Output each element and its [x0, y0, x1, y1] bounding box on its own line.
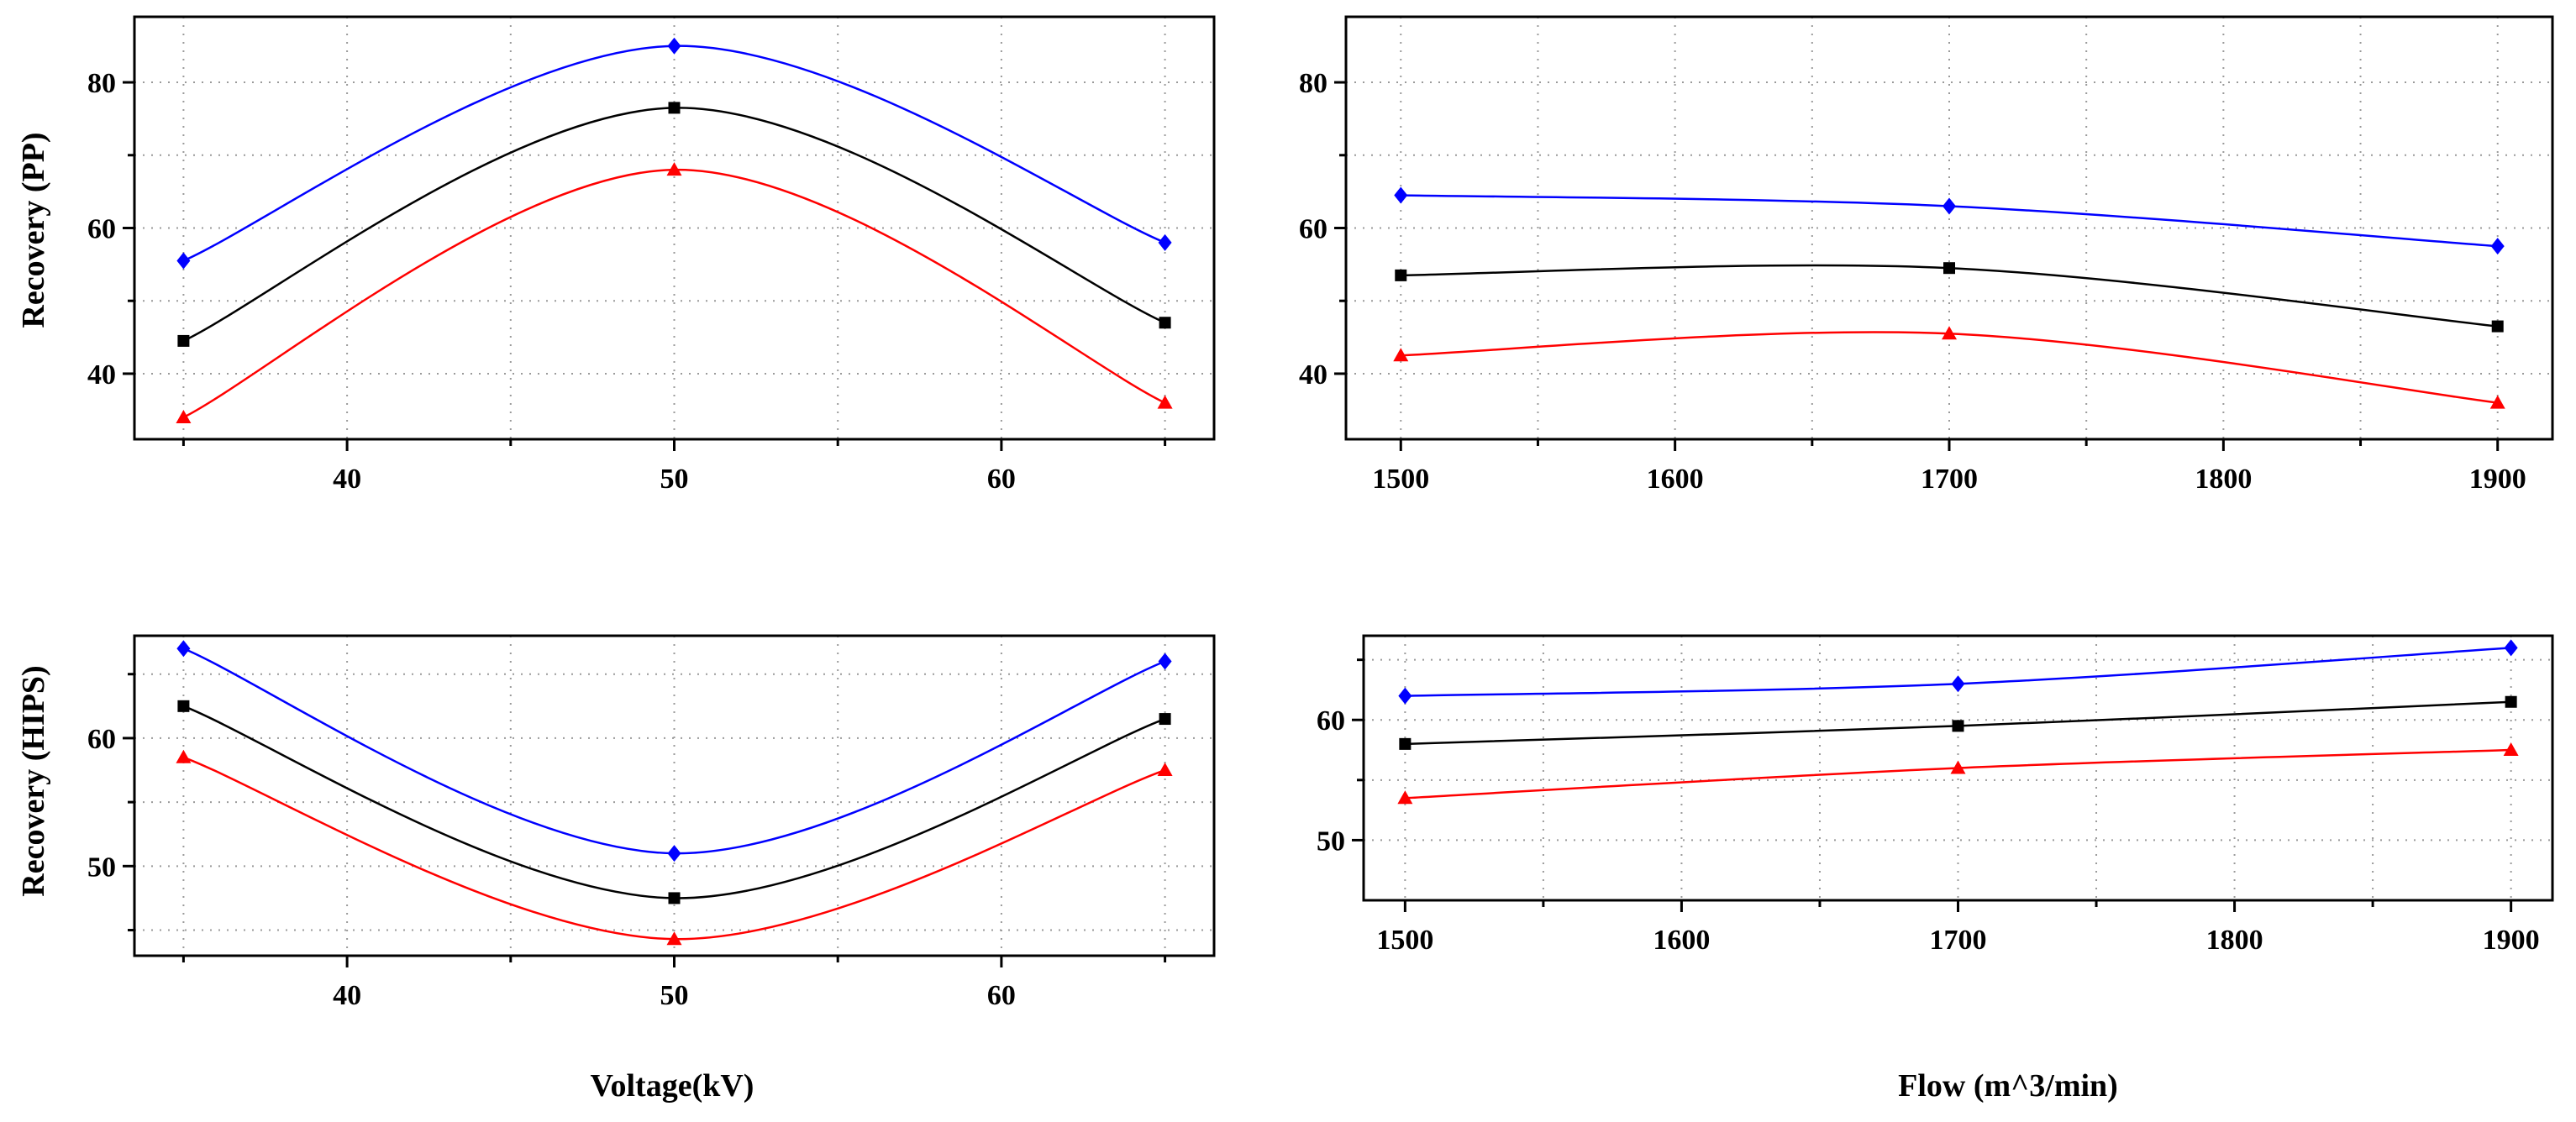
- data-point-mid: [668, 102, 681, 114]
- x-tick-label: 1800: [2206, 925, 2263, 956]
- x-tick-label: 60: [987, 980, 1016, 1011]
- data-point-lower: [1950, 760, 1966, 774]
- data-point-upper: [1158, 653, 1172, 670]
- data-point-upper: [1943, 197, 1956, 215]
- y-tick-label: 80: [87, 68, 116, 99]
- x-tick-label: 40: [333, 980, 361, 1011]
- y-tick-label: 60: [87, 724, 116, 755]
- chart-pp-voltage: 40 50 60 40 60 80: [87, 15, 1216, 495]
- x-tick-label: 1600: [1653, 925, 1710, 956]
- y-tick-label: 40: [1299, 359, 1327, 391]
- data-point-mid: [1399, 737, 1412, 750]
- x-tick-label: 1700: [1930, 925, 1987, 956]
- chart-hips-voltage: 40 50 60 50 60: [87, 634, 1216, 1011]
- data-point-lower: [2489, 395, 2505, 409]
- data-point-mid: [1952, 720, 1964, 732]
- x-tick-label: 1700: [1921, 464, 1978, 495]
- data-point-lower: [176, 749, 192, 763]
- y-tick-label: 60: [87, 214, 116, 245]
- y-tick-label: 50: [1317, 826, 1345, 857]
- data-point-upper: [2504, 639, 2518, 657]
- data-point-upper: [1951, 675, 1965, 693]
- data-point-lower: [1157, 395, 1173, 409]
- y-axis-title-hips: Recovery (HIPS): [16, 665, 51, 896]
- data-point-lower: [666, 162, 682, 176]
- x-tick-label: 1600: [1647, 464, 1704, 495]
- data-point-upper: [1394, 186, 1408, 204]
- data-point-lower: [1942, 326, 1957, 340]
- data-point-lower: [1397, 790, 1413, 805]
- y-tick-label: 40: [87, 359, 116, 391]
- data-point-lower: [666, 931, 682, 946]
- data-point-upper: [667, 845, 681, 862]
- data-point-lower: [1157, 763, 1173, 777]
- data-point-mid: [1159, 713, 1171, 726]
- x-tick-label: 1900: [2469, 464, 2526, 495]
- x-tick-label: 1500: [1372, 464, 1429, 495]
- x-tick-label: 50: [660, 464, 689, 495]
- data-point-upper: [667, 37, 681, 55]
- x-tick-label: 1900: [2483, 925, 2540, 956]
- data-point-mid: [2491, 320, 2504, 333]
- x-tick-label: 60: [987, 464, 1016, 495]
- data-point-mid: [668, 892, 681, 904]
- y-axis-title-pp: Recovery (PP): [16, 132, 51, 328]
- y-tick-label: 60: [1299, 214, 1327, 245]
- data-point-upper: [1158, 233, 1172, 251]
- data-point-mid: [177, 334, 190, 347]
- y-tick-label: 80: [1299, 68, 1327, 99]
- y-tick-label: 50: [87, 852, 116, 883]
- x-axis-title-voltage: Voltage(kV): [591, 1068, 754, 1104]
- x-axis-title-flow: Flow (m^3/min): [1898, 1068, 2118, 1104]
- x-tick-label: 1500: [1376, 925, 1433, 956]
- data-point-mid: [1943, 262, 1955, 275]
- x-tick-label: 50: [660, 980, 689, 1011]
- chart-hips-flow: 1500 1600 1700 1800 1900 50 60: [1317, 634, 2554, 956]
- data-point-upper: [176, 252, 191, 270]
- data-point-mid: [2505, 695, 2517, 708]
- data-point-mid: [1395, 269, 1407, 281]
- chart-pp-flow: 1500 1600 1700 1800 1900 40 60 80: [1299, 15, 2554, 495]
- x-tick-label: 40: [333, 464, 361, 495]
- y-tick-label: 60: [1317, 705, 1345, 737]
- data-point-mid: [1159, 317, 1171, 329]
- data-point-lower: [2503, 742, 2519, 757]
- data-point-lower: [1393, 348, 1409, 362]
- x-tick-label: 1800: [2195, 464, 2252, 495]
- data-point-upper: [2490, 238, 2505, 255]
- data-point-upper: [176, 640, 191, 658]
- data-point-lower: [176, 409, 192, 423]
- data-point-mid: [177, 700, 190, 712]
- data-point-upper: [1398, 687, 1412, 705]
